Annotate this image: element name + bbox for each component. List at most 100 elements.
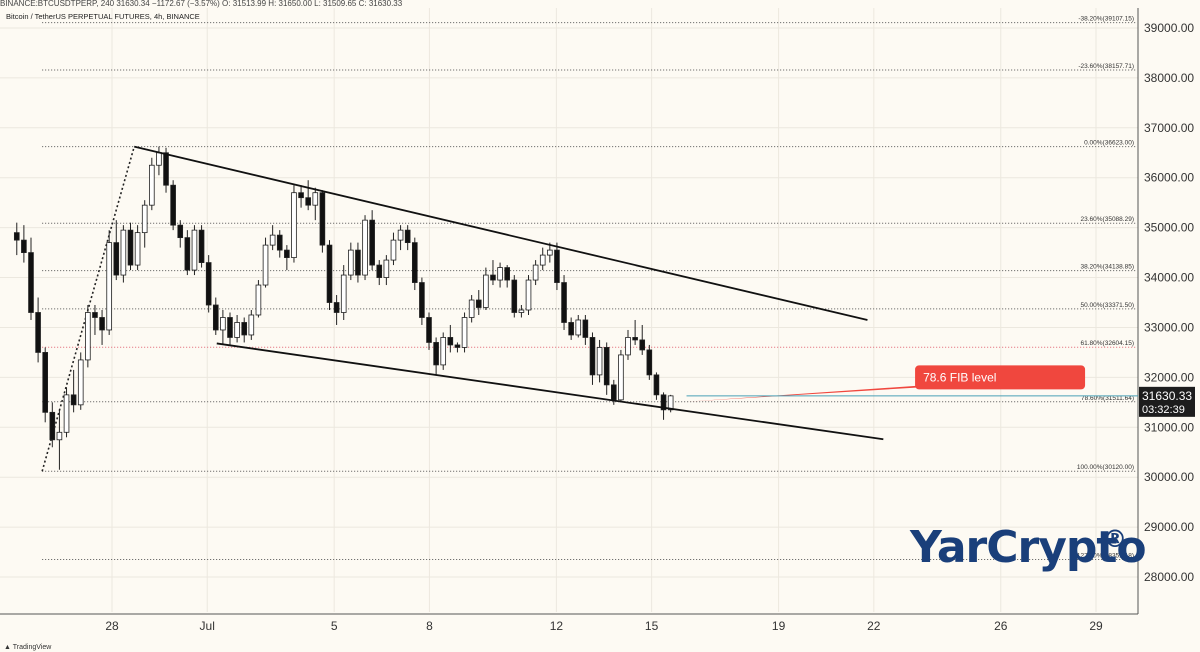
candle[interactable] bbox=[113, 220, 120, 281]
candle[interactable] bbox=[170, 180, 176, 231]
candle[interactable] bbox=[468, 295, 475, 323]
candle[interactable] bbox=[262, 237, 269, 288]
candle[interactable] bbox=[603, 342, 610, 395]
candle[interactable] bbox=[85, 305, 91, 368]
candle[interactable] bbox=[35, 297, 41, 363]
candle[interactable] bbox=[561, 275, 567, 330]
candle[interactable] bbox=[589, 332, 596, 385]
candle[interactable] bbox=[632, 319, 638, 345]
candle[interactable] bbox=[205, 255, 212, 313]
candle[interactable] bbox=[490, 260, 496, 286]
candle[interactable] bbox=[660, 392, 667, 420]
candle[interactable] bbox=[397, 225, 404, 251]
candle[interactable] bbox=[333, 295, 340, 325]
candle[interactable] bbox=[568, 317, 574, 340]
candle[interactable] bbox=[355, 242, 361, 283]
trendline-lower[interactable] bbox=[216, 342, 884, 441]
candle[interactable] bbox=[319, 190, 326, 253]
candle[interactable] bbox=[539, 247, 546, 271]
candle[interactable] bbox=[177, 220, 184, 248]
candle[interactable] bbox=[532, 260, 539, 286]
candle-body-down bbox=[426, 317, 432, 343]
candle[interactable] bbox=[234, 314, 240, 343]
candle[interactable] bbox=[447, 324, 454, 353]
candle[interactable] bbox=[575, 314, 582, 338]
candle[interactable] bbox=[212, 297, 219, 335]
candle[interactable] bbox=[419, 277, 425, 325]
candle[interactable] bbox=[106, 230, 112, 335]
candle[interactable] bbox=[227, 312, 233, 345]
candle[interactable] bbox=[92, 305, 98, 335]
candle[interactable] bbox=[63, 387, 70, 438]
candle[interactable] bbox=[426, 312, 432, 350]
candle[interactable] bbox=[525, 275, 532, 315]
candle[interactable] bbox=[625, 329, 631, 360]
candle[interactable] bbox=[141, 200, 148, 248]
candle[interactable] bbox=[483, 267, 489, 310]
candle[interactable] bbox=[13, 222, 20, 256]
candle[interactable] bbox=[653, 372, 660, 400]
candle[interactable] bbox=[411, 237, 418, 291]
candle[interactable] bbox=[404, 225, 411, 251]
candle[interactable] bbox=[184, 230, 191, 276]
candle[interactable] bbox=[70, 369, 77, 413]
candle[interactable] bbox=[21, 225, 27, 263]
candle[interactable] bbox=[42, 347, 49, 423]
candle[interactable] bbox=[305, 180, 311, 211]
candle[interactable] bbox=[149, 157, 155, 211]
candle[interactable] bbox=[362, 215, 368, 281]
candle[interactable] bbox=[191, 225, 198, 276]
candle[interactable] bbox=[518, 305, 525, 318]
candle[interactable] bbox=[497, 262, 503, 288]
candle[interactable] bbox=[269, 225, 276, 251]
candle[interactable] bbox=[596, 339, 603, 383]
candle[interactable] bbox=[312, 187, 319, 221]
candle[interactable] bbox=[475, 290, 482, 315]
candle[interactable] bbox=[547, 242, 553, 263]
candle[interactable] bbox=[639, 324, 646, 355]
annotation-box[interactable] bbox=[915, 365, 1086, 390]
candle[interactable] bbox=[77, 352, 84, 410]
candle[interactable] bbox=[646, 344, 653, 380]
candle[interactable] bbox=[390, 232, 397, 266]
candle[interactable] bbox=[511, 275, 518, 318]
candle[interactable] bbox=[504, 265, 510, 288]
candle[interactable] bbox=[326, 240, 333, 310]
candle[interactable] bbox=[454, 342, 461, 353]
candle[interactable] bbox=[255, 280, 262, 318]
candle[interactable] bbox=[291, 185, 297, 263]
candle[interactable] bbox=[618, 349, 624, 403]
candle[interactable] bbox=[220, 310, 226, 345]
candle[interactable] bbox=[156, 146, 162, 176]
candle[interactable] bbox=[198, 225, 205, 268]
trendline-upper[interactable] bbox=[134, 145, 868, 321]
candle[interactable] bbox=[284, 245, 290, 271]
candle[interactable] bbox=[461, 312, 468, 353]
candle[interactable] bbox=[340, 265, 347, 320]
candle[interactable] bbox=[440, 332, 447, 370]
candle[interactable] bbox=[56, 409, 63, 470]
candle[interactable] bbox=[127, 222, 134, 271]
candle[interactable] bbox=[49, 402, 56, 448]
candle[interactable] bbox=[241, 317, 248, 343]
tradingview-logo[interactable]: ▲ TradingView bbox=[4, 644, 51, 651]
candle[interactable] bbox=[376, 260, 383, 286]
candle[interactable] bbox=[99, 310, 105, 345]
candle[interactable] bbox=[369, 210, 375, 271]
candle[interactable] bbox=[28, 237, 34, 320]
bar-countdown: 03:32:39 bbox=[1142, 404, 1185, 416]
x-tick-label: 12 bbox=[550, 619, 564, 633]
candle[interactable] bbox=[433, 337, 439, 375]
candle[interactable] bbox=[134, 225, 141, 271]
candle[interactable] bbox=[582, 314, 589, 345]
candle[interactable] bbox=[383, 255, 390, 286]
candle[interactable] bbox=[248, 310, 255, 340]
candle[interactable] bbox=[120, 225, 127, 283]
candle[interactable] bbox=[348, 242, 354, 281]
candle[interactable] bbox=[276, 230, 283, 258]
candle[interactable] bbox=[163, 147, 169, 193]
candle-body-up bbox=[106, 242, 112, 331]
candle[interactable] bbox=[554, 242, 560, 291]
candle[interactable] bbox=[298, 185, 304, 208]
